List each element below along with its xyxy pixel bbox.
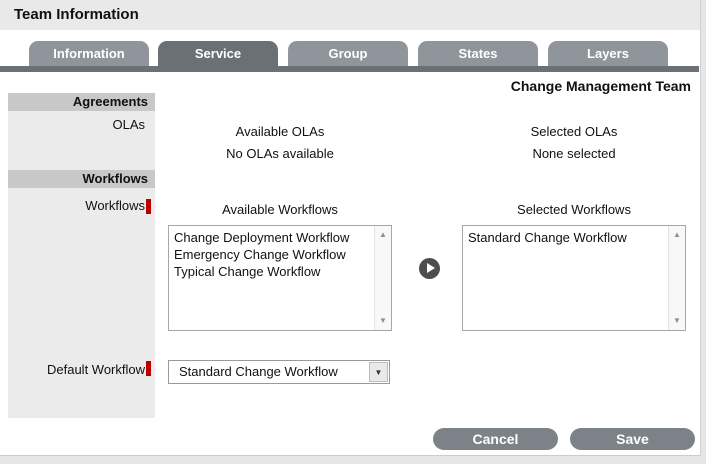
list-item[interactable]: Emergency Change Workflow: [174, 247, 346, 262]
tab-service[interactable]: Service: [158, 41, 278, 66]
olas-label: OLAs: [112, 117, 145, 132]
sidebar-panel-workflows: [8, 188, 155, 418]
tab-states[interactable]: States: [418, 41, 538, 66]
available-olas-empty-text: No OLAs available: [226, 146, 334, 161]
selected-olas-title: Selected OLAs: [530, 124, 618, 139]
available-workflows-listbox[interactable]: Change Deployment Workflow Emergency Chan…: [168, 225, 392, 331]
sidebar-panel-agreements: [8, 111, 155, 170]
selected-workflows-listbox[interactable]: Standard Change Workflow ▲ ▼: [462, 225, 686, 331]
scrollbar[interactable]: ▲ ▼: [668, 226, 685, 330]
dropdown-arrow-icon[interactable]: ▼: [369, 362, 388, 382]
available-olas-title: Available OLAs: [235, 124, 325, 139]
window-title: Team Information: [0, 0, 700, 30]
move-right-button[interactable]: [419, 258, 440, 279]
tabbar-underline: [0, 66, 699, 72]
scroll-up-icon[interactable]: ▲: [673, 230, 681, 239]
selected-workflows-title: Selected Workflows: [517, 202, 631, 217]
section-header-agreements: Agreements: [8, 93, 155, 111]
workflows-label: Workflows: [85, 198, 145, 213]
tab-group[interactable]: Group: [288, 41, 408, 66]
default-workflow-select[interactable]: Standard Change Workflow ▼: [168, 360, 390, 384]
list-item[interactable]: Standard Change Workflow: [468, 230, 627, 245]
list-item[interactable]: Change Deployment Workflow: [174, 230, 350, 245]
tab-information[interactable]: Information: [29, 41, 149, 66]
scroll-down-icon[interactable]: ▼: [673, 316, 681, 325]
required-marker: [146, 199, 151, 214]
default-workflow-label: Default Workflow: [46, 362, 145, 377]
scroll-down-icon[interactable]: ▼: [379, 316, 387, 325]
available-workflows-title: Available Workflows: [222, 202, 338, 217]
page-title: Change Management Team: [510, 78, 691, 94]
default-workflow-value: Standard Change Workflow: [179, 364, 338, 379]
right-arrow-icon: [427, 263, 435, 273]
cancel-button[interactable]: Cancel: [433, 428, 558, 450]
required-marker: [146, 361, 151, 376]
section-header-workflows: Workflows: [8, 170, 155, 188]
scrollbar[interactable]: ▲ ▼: [374, 226, 391, 330]
team-information-dialog: Team Information Information Service Gro…: [0, 0, 701, 456]
scroll-up-icon[interactable]: ▲: [379, 230, 387, 239]
save-button[interactable]: Save: [570, 428, 695, 450]
list-item[interactable]: Typical Change Workflow: [174, 264, 321, 279]
tab-layers[interactable]: Layers: [548, 41, 668, 66]
selected-olas-empty-text: None selected: [532, 146, 616, 161]
